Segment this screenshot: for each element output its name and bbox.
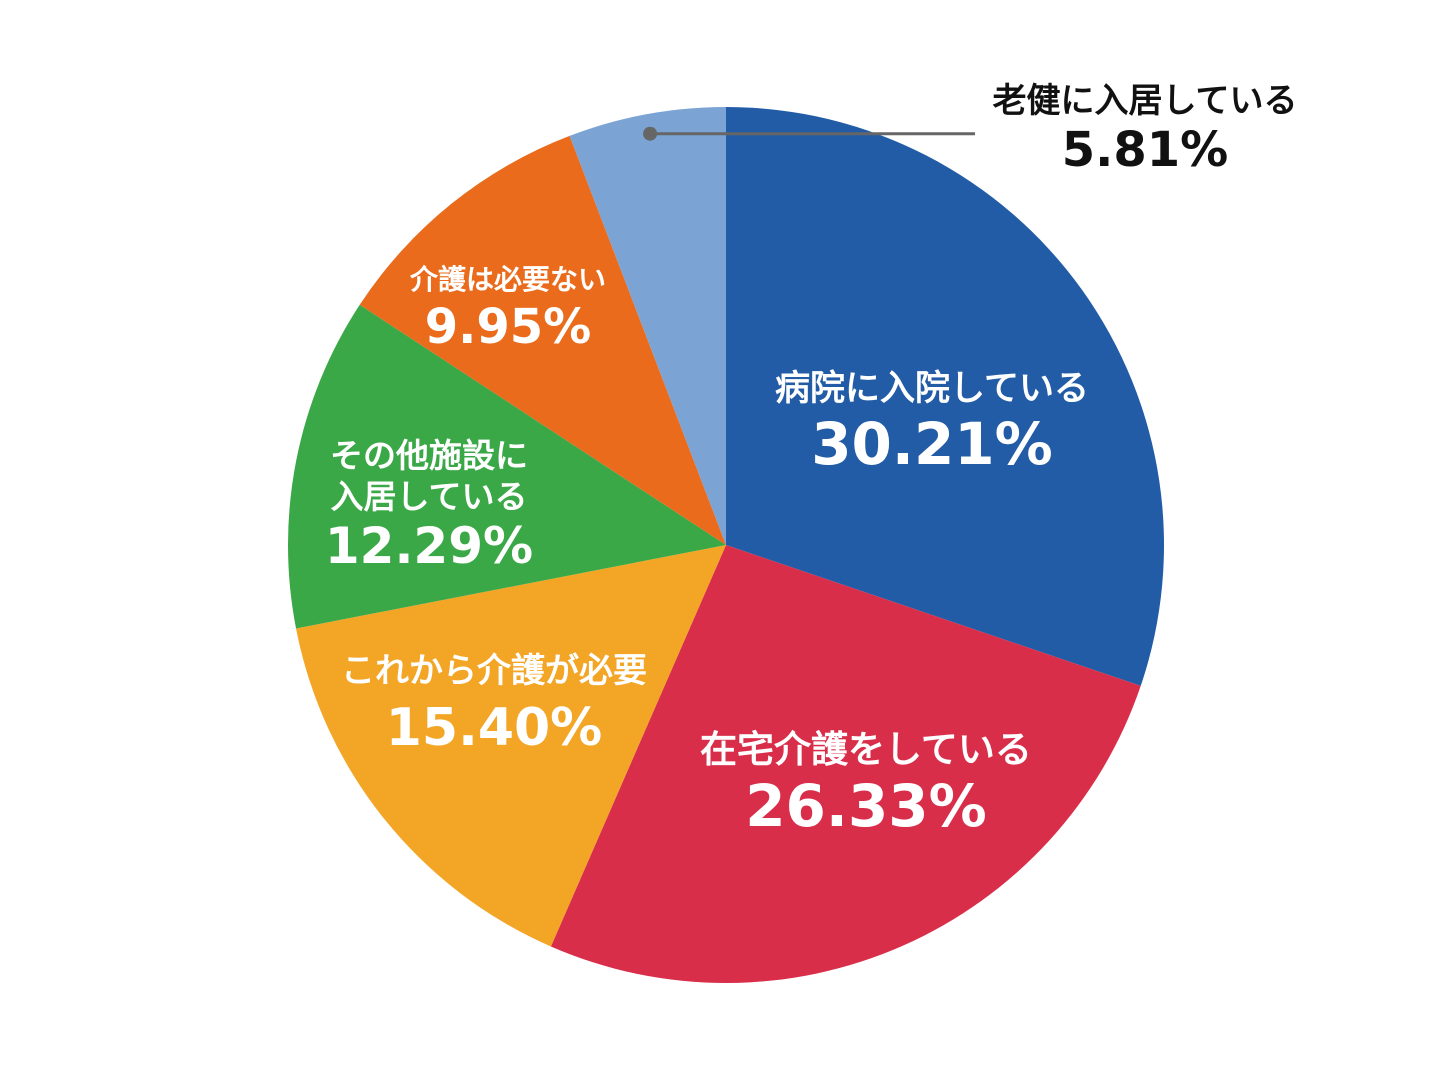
slice-value-no-care: 9.95% xyxy=(425,299,592,355)
slice-value-future-care: 15.40% xyxy=(386,698,603,758)
pie-slice-future-care xyxy=(296,545,726,947)
slice-label-other-facility: 入居している xyxy=(330,477,527,516)
pie-slice-no-care xyxy=(359,135,726,545)
pie-slices xyxy=(287,107,1164,984)
slice-value-hospital: 30.21% xyxy=(811,410,1053,478)
pie-slice-roken xyxy=(569,107,726,545)
pie-slice-other-facility xyxy=(287,304,726,629)
slice-value-home-care: 26.33% xyxy=(745,772,987,840)
slice-label-future-care: これから介護が必要 xyxy=(341,651,647,691)
leader-dot xyxy=(643,126,658,141)
slice-label-hospital: 病院に入院している xyxy=(775,369,1089,409)
slice-value-roken: 5.81% xyxy=(1062,122,1229,178)
slice-label-home-care: 在宅介護をしている xyxy=(700,728,1032,771)
pie-slice-hospital xyxy=(726,107,1164,686)
slice-label-other-facility: その他施設に xyxy=(330,436,528,475)
slice-label-roken: 老健に入居している xyxy=(993,81,1298,121)
slice-value-other-facility: 12.29% xyxy=(325,517,533,575)
slice-label-no-care: 介護は必要ない xyxy=(409,263,606,296)
pie-slice-home-care xyxy=(550,545,1141,984)
